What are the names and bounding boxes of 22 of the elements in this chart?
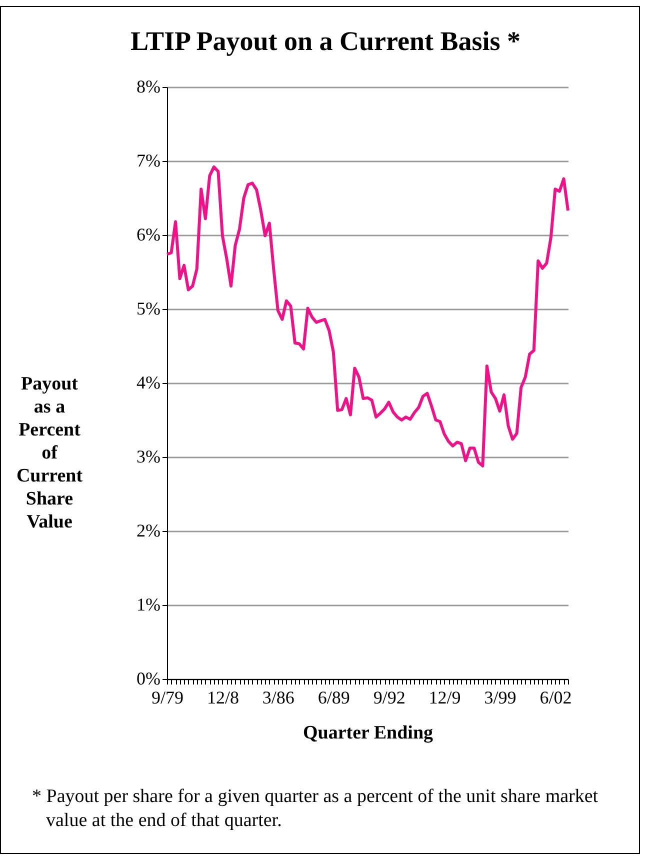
y-tick-label: 3% (136, 446, 160, 466)
y-tick-label: 4% (136, 372, 160, 392)
y-tick-label: 5% (136, 298, 160, 318)
x-tick-label: 6/89 (318, 688, 350, 708)
x-tick-label: 3/86 (262, 688, 294, 708)
y-tick-label: 7% (136, 150, 160, 170)
y-tick-label: 0% (136, 668, 160, 688)
x-tick-label: 9/92 (373, 688, 406, 708)
chart-title: LTIP Payout on a Current Basis * (130, 26, 521, 56)
line-series (166, 165, 570, 468)
x-axis-title: Quarter Ending (302, 722, 434, 744)
y-tick-label: 1% (136, 594, 160, 614)
x-tick-label: 12/9 (428, 688, 461, 708)
y-tick-label: 2% (136, 520, 160, 540)
y-tick-label: 8% (136, 76, 160, 96)
x-tick-label: 6/02 (540, 688, 572, 708)
x-tick-label: 3/99 (484, 688, 516, 708)
x-tick-label: 9/79 (151, 688, 184, 708)
y-axis-title: Payout as a Percent of Current Share Value (16, 374, 84, 532)
x-tick-label: 12/8 (206, 688, 239, 708)
y-tick-label: 6% (136, 224, 160, 244)
text: * Payout per share for a given quarter as a percent of the unit share market value at the end of that quarter. (32, 785, 600, 833)
